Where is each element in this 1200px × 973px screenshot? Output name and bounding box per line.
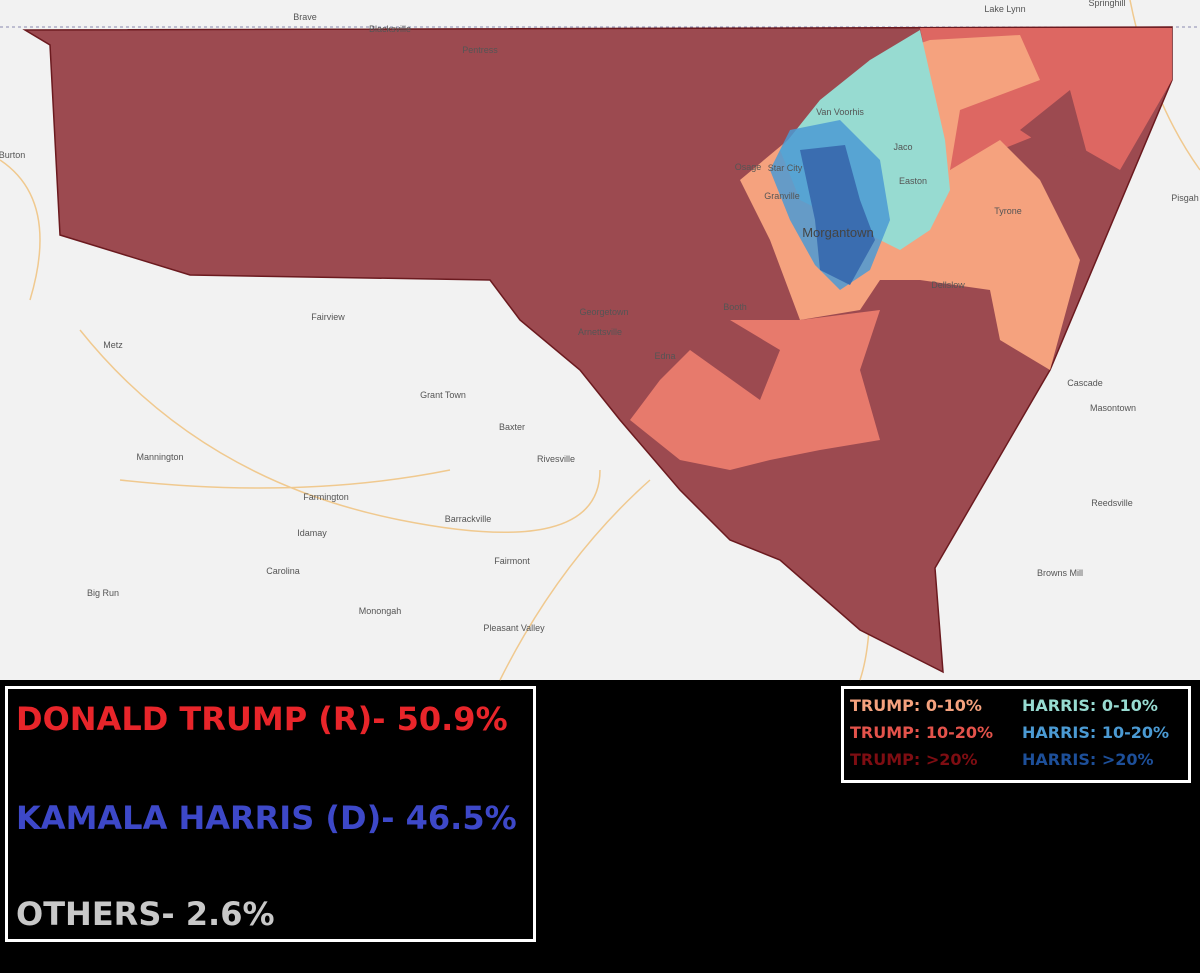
place-label: Baxter: [499, 422, 525, 432]
roads: [0, 0, 1200, 681]
results-box: [5, 686, 536, 942]
place-label: Jaco: [893, 142, 912, 152]
result-others: OTHERS- 2.6%: [16, 895, 275, 933]
place-label: Carolina: [266, 566, 300, 576]
place-label: Easton: [899, 176, 927, 186]
county: [22, 26, 1173, 674]
harris-over-20: [800, 145, 875, 285]
place-label: Farmington: [303, 492, 349, 502]
place-label: Masontown: [1090, 403, 1136, 413]
legend-entry: TRUMP: 0-10%: [850, 696, 982, 715]
place-label: Granville: [764, 191, 800, 201]
place-label: Grant Town: [420, 390, 466, 400]
place-label: Brave: [293, 12, 317, 22]
result-harris: KAMALA HARRIS (D)- 46.5%: [16, 799, 517, 837]
legend-entry: TRUMP: >20%: [850, 750, 978, 769]
place-label: Rivesville: [537, 454, 575, 464]
legend-entry: HARRIS: 0-10%: [1022, 696, 1158, 715]
place-label: Blacksville: [369, 24, 411, 34]
place-label: Pisgah: [1171, 193, 1199, 203]
place-label: Springhill: [1088, 0, 1125, 8]
place-label: Pleasant Valley: [483, 623, 545, 633]
legend-entry: HARRIS: 10-20%: [1022, 723, 1169, 742]
place-label: Osage: [735, 162, 762, 172]
trump-over-20: [1020, 90, 1090, 165]
legend-entry: HARRIS: >20%: [1022, 750, 1154, 769]
place-label: Van Voorhis: [816, 107, 864, 117]
place-label: Arnettsville: [578, 327, 622, 337]
place-label: Pentress: [462, 45, 498, 55]
place-label: Georgetown: [579, 307, 628, 317]
place-label: Booth: [723, 302, 747, 312]
place-label: Edna: [654, 351, 675, 361]
place-label: Mannington: [136, 452, 183, 462]
place-label: Morgantown: [802, 225, 874, 240]
place-label: Lake Lynn: [984, 4, 1025, 14]
legend-box: [841, 686, 1191, 783]
place-label: Browns Mill: [1037, 568, 1083, 578]
place-label: Reedsville: [1091, 498, 1133, 508]
place-label: Idamay: [297, 528, 327, 538]
place-label: Metz: [103, 340, 123, 350]
place-label: Big Run: [87, 588, 119, 598]
place-label: Tyrone: [994, 206, 1022, 216]
legend-entry: TRUMP: 10-20%: [850, 723, 993, 742]
place-label: Fairview: [311, 312, 345, 322]
trump-10-20: [630, 310, 880, 470]
place-label: Dellslow: [931, 280, 965, 290]
place-label: Burton: [0, 150, 25, 160]
place-label: Barrackville: [445, 514, 492, 524]
place-label: Fairmont: [494, 556, 530, 566]
place-label: Monongah: [359, 606, 402, 616]
place-label: Cascade: [1067, 378, 1103, 388]
place-label: Star City: [768, 163, 803, 173]
result-trump: DONALD TRUMP (R)- 50.9%: [16, 700, 508, 738]
